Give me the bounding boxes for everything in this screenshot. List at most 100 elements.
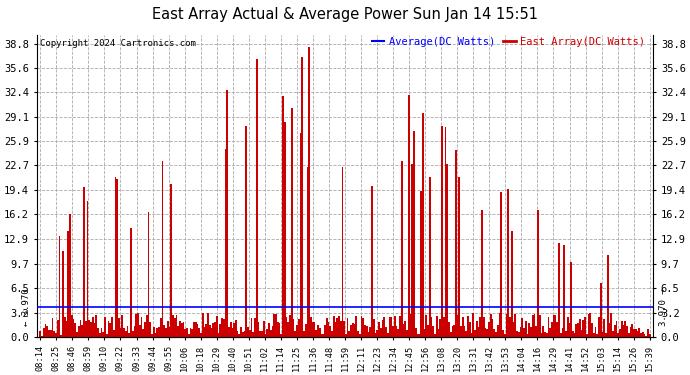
Bar (52, 318, 53, 337)
Bar (233, 324, 235, 337)
Bar (160, 318, 161, 337)
Bar (529, 323, 530, 337)
Bar (424, 329, 425, 337)
Bar (642, 332, 644, 337)
Bar (282, 96, 284, 337)
Bar (588, 314, 589, 337)
Bar (151, 334, 153, 337)
Bar (579, 320, 581, 337)
Bar (207, 313, 209, 337)
Bar (460, 326, 462, 337)
Bar (41, 336, 43, 337)
Bar (537, 210, 539, 337)
Bar (312, 322, 313, 337)
Bar (451, 326, 453, 337)
Bar (242, 332, 244, 337)
Bar (305, 324, 306, 337)
Bar (413, 131, 415, 337)
Bar (348, 331, 351, 337)
Bar (546, 333, 548, 337)
Bar (497, 325, 499, 337)
Bar (81, 325, 83, 337)
Bar (217, 333, 219, 337)
Bar (364, 325, 366, 337)
Bar (464, 326, 466, 337)
Bar (193, 322, 195, 337)
Bar (427, 325, 428, 337)
Bar (62, 251, 64, 337)
Bar (72, 319, 75, 337)
Bar (324, 325, 326, 337)
Bar (647, 330, 649, 337)
Bar (467, 316, 469, 337)
Bar (437, 328, 440, 337)
Bar (499, 313, 500, 337)
Bar (184, 329, 186, 337)
Text: East Array Actual & Average Power Sun Jan 14 15:51: East Array Actual & Average Power Sun Ja… (152, 8, 538, 22)
Bar (480, 317, 481, 337)
Bar (581, 330, 582, 337)
Bar (511, 231, 513, 337)
Bar (308, 47, 310, 337)
Bar (354, 324, 355, 337)
Bar (164, 325, 165, 337)
Bar (179, 321, 181, 337)
Bar (368, 332, 369, 337)
Bar (134, 326, 135, 337)
Bar (85, 321, 86, 337)
Bar (560, 333, 562, 337)
Bar (507, 189, 509, 337)
Bar (638, 328, 640, 337)
Bar (532, 315, 533, 337)
Bar (90, 321, 92, 337)
Bar (176, 315, 177, 337)
Bar (306, 167, 308, 337)
Bar (50, 330, 52, 337)
Bar (645, 336, 647, 337)
Bar (455, 150, 457, 337)
Bar (213, 323, 214, 337)
Bar (53, 331, 55, 337)
Bar (64, 317, 66, 337)
Bar (239, 334, 240, 337)
Bar (525, 321, 526, 337)
Bar (615, 321, 618, 337)
Bar (257, 321, 259, 337)
Bar (391, 318, 392, 337)
Bar (535, 326, 537, 337)
Bar (635, 329, 637, 337)
Bar (256, 59, 257, 337)
Bar (378, 322, 380, 337)
Bar (115, 177, 116, 337)
Bar (504, 334, 506, 337)
Bar (270, 330, 272, 337)
Bar (495, 332, 497, 337)
Bar (168, 327, 170, 337)
Bar (230, 322, 232, 337)
Bar (135, 314, 137, 337)
Bar (366, 326, 368, 337)
Bar (322, 334, 324, 337)
Bar (321, 334, 322, 337)
Bar (296, 325, 298, 337)
Bar (446, 164, 448, 337)
Bar (371, 186, 373, 337)
Bar (500, 192, 502, 337)
Bar (55, 333, 57, 337)
Bar (210, 328, 213, 337)
Bar (313, 322, 315, 337)
Bar (250, 318, 253, 337)
Bar (549, 328, 551, 337)
Bar (155, 333, 157, 337)
Bar (95, 315, 97, 337)
Bar (578, 323, 579, 337)
Bar (565, 330, 566, 337)
Bar (448, 322, 450, 337)
Bar (109, 322, 111, 337)
Bar (125, 331, 127, 337)
Bar (347, 318, 348, 337)
Bar (195, 322, 197, 337)
Bar (237, 331, 239, 337)
Bar (57, 320, 59, 337)
Bar (607, 255, 609, 337)
